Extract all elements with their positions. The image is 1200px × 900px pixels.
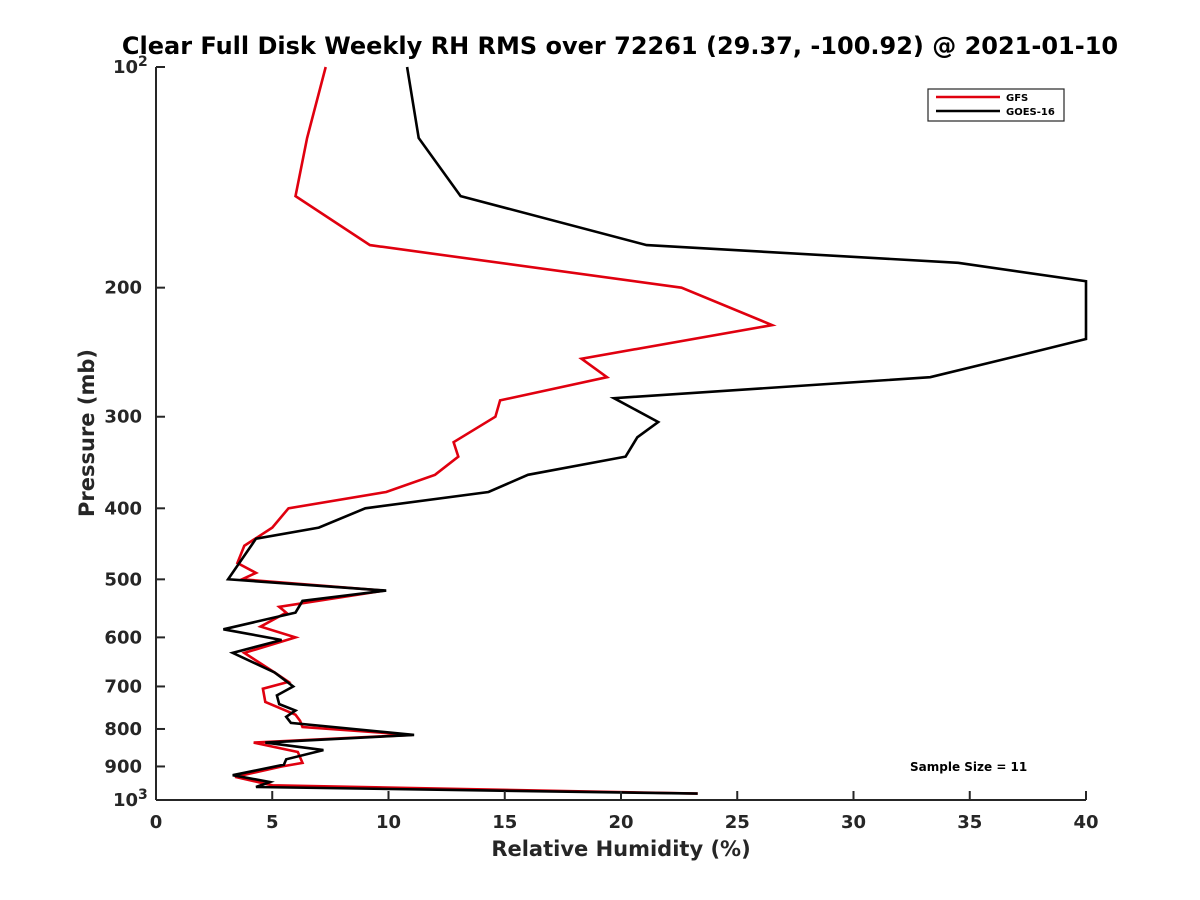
x-tick-label: 25 — [725, 812, 750, 833]
y-tick-label: 500 — [104, 569, 142, 590]
x-tick-label: 35 — [957, 812, 982, 833]
chart-title: Clear Full Disk Weekly RH RMS over 72261… — [122, 32, 1118, 60]
legend-label-goes16: GOES-16 — [1006, 107, 1055, 118]
y-tick-label: 400 — [104, 498, 142, 519]
plot-area — [156, 67, 1086, 800]
y-tick-exponent: 2 — [138, 54, 148, 70]
x-axis-label: Relative Humidity (%) — [491, 837, 750, 861]
y-tick-label: 800 — [104, 719, 142, 740]
x-tick-label: 30 — [841, 812, 866, 833]
x-ticks: 0 5 10 15 20 25 30 35 40 — [150, 791, 1099, 833]
x-tick-label: 10 — [376, 812, 401, 833]
sample-size-annotation: Sample Size = 11 — [910, 760, 1027, 774]
y-tick-label: 10 — [113, 790, 138, 811]
series-layer — [223, 66, 1088, 795]
y-tick-exponent: 3 — [138, 787, 148, 803]
x-tick-label: 15 — [492, 812, 517, 833]
y-tick-label: 10 — [113, 57, 138, 78]
legend: GFS GOES-16 — [927, 88, 1065, 122]
y-axis-label: Pressure (mb) — [75, 349, 99, 517]
legend-label-gfs: GFS — [1006, 93, 1028, 104]
y-tick-label: 300 — [104, 407, 142, 428]
legend-box — [927, 88, 1065, 122]
x-tick-label: 0 — [150, 812, 163, 833]
y-tick-label: 900 — [104, 756, 142, 777]
x-tick-label: 40 — [1073, 812, 1098, 833]
y-tick-label: 200 — [104, 278, 142, 299]
x-tick-label: 20 — [608, 812, 633, 833]
series-line-goes16 — [223, 66, 1088, 795]
x-tick-label: 5 — [266, 812, 279, 833]
y-tick-label: 700 — [104, 676, 142, 697]
y-tick-label: 600 — [104, 627, 142, 648]
